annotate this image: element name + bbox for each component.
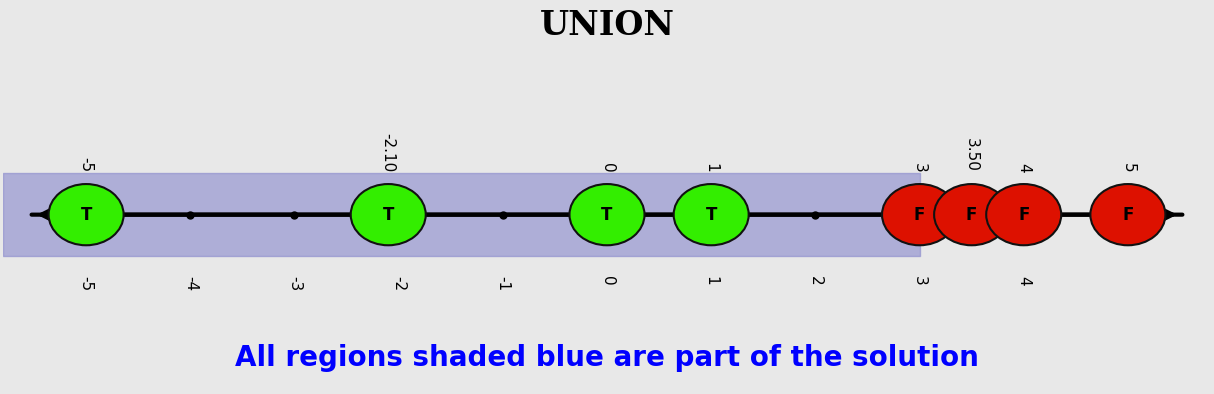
Text: F: F xyxy=(914,206,925,224)
Text: F: F xyxy=(966,206,977,224)
Ellipse shape xyxy=(934,184,1009,245)
Text: 3: 3 xyxy=(912,276,927,286)
Text: -2.10: -2.10 xyxy=(381,133,396,172)
Text: -1: -1 xyxy=(495,276,510,291)
Ellipse shape xyxy=(986,184,1061,245)
Text: 0: 0 xyxy=(600,276,614,286)
Text: 5: 5 xyxy=(1121,163,1135,172)
Text: -5: -5 xyxy=(79,276,93,291)
Ellipse shape xyxy=(883,184,957,245)
Text: -5: -5 xyxy=(79,157,93,172)
Text: T: T xyxy=(601,206,613,224)
Text: T: T xyxy=(382,206,393,224)
Text: F: F xyxy=(1019,206,1029,224)
Ellipse shape xyxy=(351,184,426,245)
Text: UNION: UNION xyxy=(539,9,675,42)
Text: T: T xyxy=(705,206,716,224)
Text: 2: 2 xyxy=(807,276,823,286)
Ellipse shape xyxy=(674,184,749,245)
Text: All regions shaded blue are part of the solution: All regions shaded blue are part of the … xyxy=(236,344,978,372)
Text: 1: 1 xyxy=(704,276,719,286)
Text: 1: 1 xyxy=(704,163,719,172)
Text: -2: -2 xyxy=(391,276,407,291)
Text: 4: 4 xyxy=(1016,163,1031,172)
Ellipse shape xyxy=(49,184,124,245)
Text: 3: 3 xyxy=(912,163,927,172)
Ellipse shape xyxy=(569,184,645,245)
Text: -3: -3 xyxy=(287,276,302,291)
Text: 0: 0 xyxy=(600,163,614,172)
Text: 4: 4 xyxy=(1016,276,1031,286)
Ellipse shape xyxy=(1090,184,1165,245)
Text: -4: -4 xyxy=(183,276,198,291)
Text: 3.50: 3.50 xyxy=(964,138,980,172)
Text: F: F xyxy=(1122,206,1134,224)
Text: T: T xyxy=(80,206,92,224)
